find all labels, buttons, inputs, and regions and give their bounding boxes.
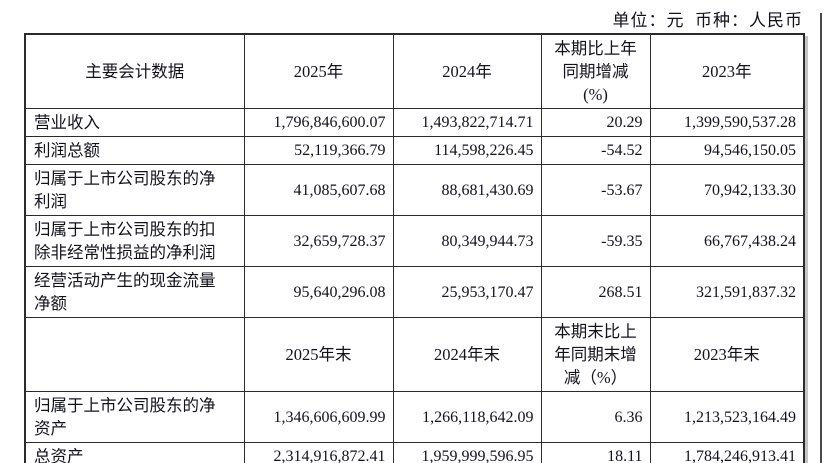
cell-2023: 1,213,523,164.49 [649,391,805,443]
cell-2025: 1,346,606,609.99 [243,391,394,443]
annual-header-row: 主要会计数据 2025年 2024年 本期比上年 同期增减 (%) 2023年 [24,33,805,109]
cell-2023: 321,591,837.32 [649,266,805,318]
cell-label: 营业收入 [24,108,245,137]
cell-2023: 70,942,133.30 [649,164,805,216]
cell-change: 20.29 [540,108,651,137]
row-net-assets-attributable: 归属于上市公司股东的净 资产 1,346,606,609.99 1,266,11… [24,391,805,443]
cell-2025: 95,640,296.08 [243,266,394,318]
cell-2024: 1,959,999,596.95 [392,442,542,463]
header-2025: 2025年 [243,33,394,109]
header-metric: 主要会计数据 [24,33,245,109]
cell-label: 总资产 [24,442,245,463]
cell-change: 268.51 [540,266,651,318]
cell-2023: 66,767,438.24 [649,215,805,267]
cell-2023: 1,399,590,537.28 [649,108,805,137]
cell-2025: 1,796,846,600.07 [243,108,394,137]
cell-2023: 94,546,150.05 [649,136,805,165]
row-operating-revenue: 营业收入 1,796,846,600.07 1,493,822,714.71 2… [24,108,805,137]
cell-label: 归属于上市公司股东的净 资产 [24,391,245,443]
row-operating-cash-flow: 经营活动产生的现金流量 净额 95,640,296.08 25,953,170.… [24,266,805,318]
cell-change: -59.35 [540,215,651,267]
header-yoy-change: 本期比上年 同期增减 (%) [540,33,651,109]
cell-change: -53.67 [540,164,651,216]
cell-2025: 41,085,607.68 [243,164,394,216]
key-accounting-data-table: 主要会计数据 2025年 2024年 本期比上年 同期增减 (%) 2023年 … [24,33,805,463]
cell-2025: 52,119,366.79 [243,136,394,165]
cell-2024: 25,953,170.47 [392,266,542,318]
cell-2024: 88,681,430.69 [392,164,542,216]
row-total-assets: 总资产 2,314,916,872.41 1,959,999,596.95 18… [24,442,805,463]
cell-2024: 1,266,118,642.09 [392,391,542,443]
cell-label: 归属于上市公司股东的扣 除非经常性损益的净利润 [24,215,245,267]
cell-change: 6.36 [540,391,651,443]
cell-2024: 80,349,944.73 [392,215,542,267]
cell-2024: 114,598,226.45 [392,136,542,165]
header-2023: 2023年 [649,33,805,109]
row-net-profit-excl-nonrecurring: 归属于上市公司股东的扣 除非经常性损益的净利润 32,659,728.37 80… [24,215,805,267]
header-2025-end: 2025年末 [243,317,394,392]
cell-label: 利润总额 [24,136,245,165]
cell-label: 归属于上市公司股东的净 利润 [24,164,245,216]
cell-2025: 32,659,728.37 [243,215,394,267]
cell-2024: 1,493,822,714.71 [392,108,542,137]
header-2024: 2024年 [392,33,542,109]
header-2024-end: 2024年末 [392,317,542,392]
header-end-yoy-change: 本期末比上 年同期末增 减（%） [540,317,651,392]
unit-currency-note: 单位：元 币种：人民币 [612,11,803,30]
row-net-profit-attributable: 归属于上市公司股东的净 利润 41,085,607.68 88,681,430.… [24,164,805,216]
cell-2023: 1,784,246,913.41 [649,442,805,463]
cell-change: 18.11 [540,442,651,463]
cell-label: 经营活动产生的现金流量 净额 [24,266,245,318]
period-end-header-row: 2025年末 2024年末 本期末比上 年同期末增 减（%） 2023年末 [24,317,805,392]
cell-change: -54.52 [540,136,651,165]
row-total-profit: 利润总额 52,119,366.79 114,598,226.45 -54.52… [24,136,805,165]
page-right-border [820,13,822,463]
header-2023-end: 2023年末 [649,317,805,392]
cell-2025: 2,314,916,872.41 [243,442,394,463]
header-blank [24,317,245,392]
